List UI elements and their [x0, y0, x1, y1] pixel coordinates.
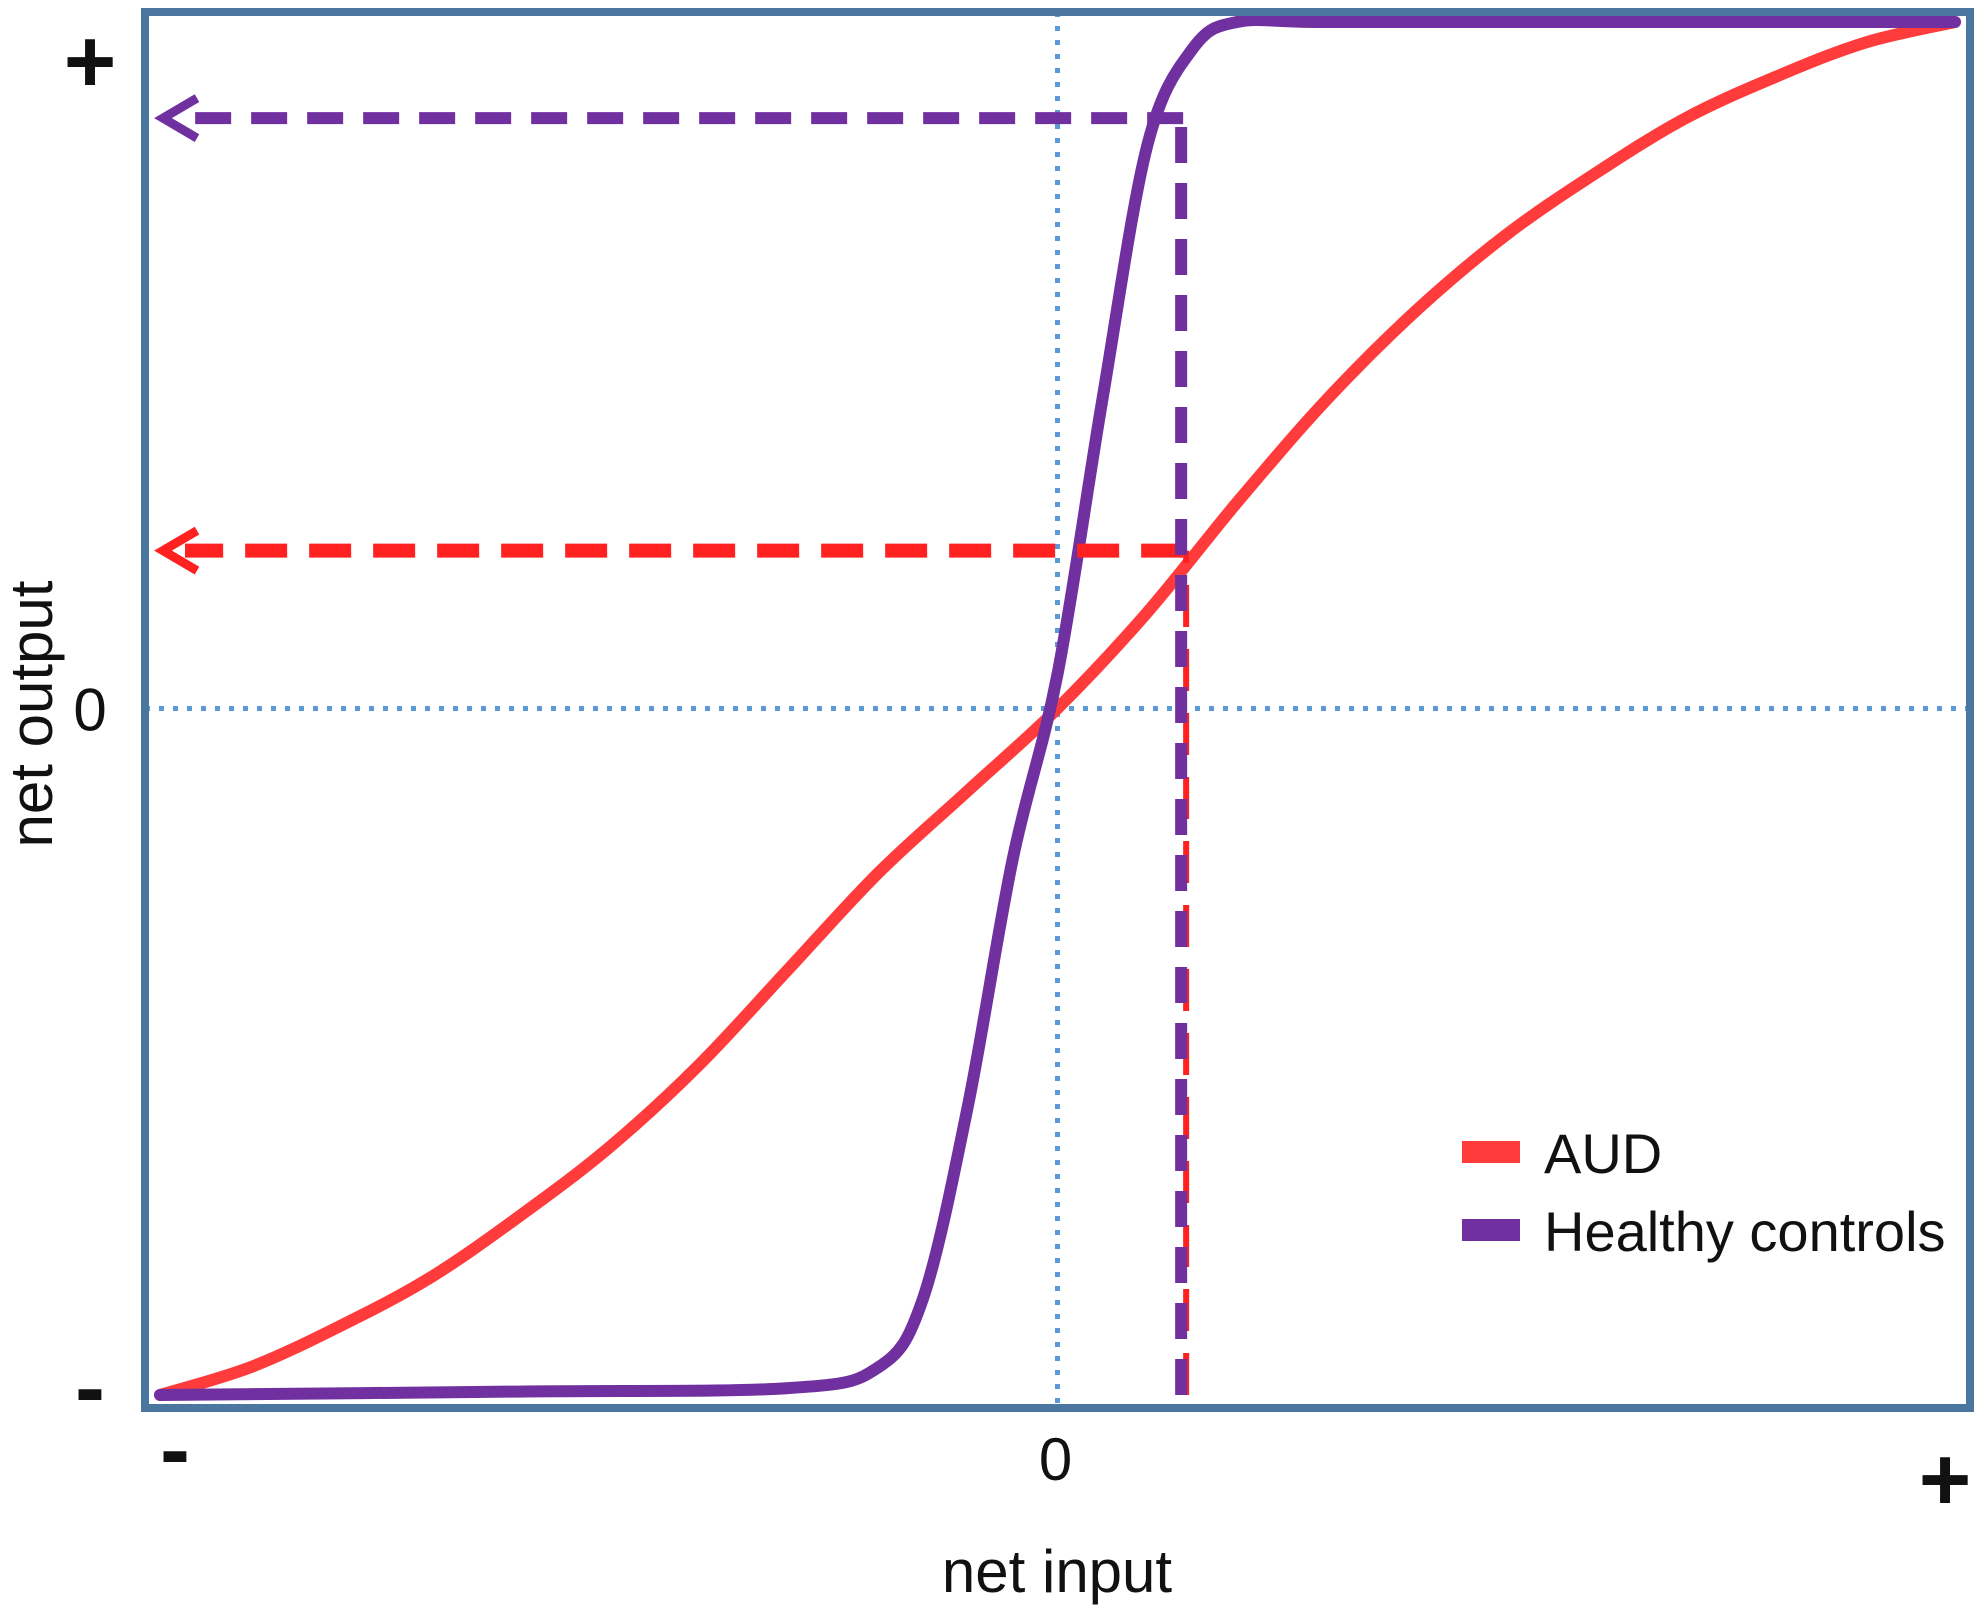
x-axis-label: net input — [942, 1538, 1173, 1605]
guide-arrowhead-healthy-controls — [154, 94, 200, 142]
legend-swatch-healthy-controls — [1462, 1219, 1520, 1241]
x-tick-labels: - 0 + — [160, 1400, 1971, 1530]
y-tick-label: 0 — [73, 677, 106, 744]
guide-lines — [154, 94, 1190, 1395]
x-tick-label: + — [1919, 1430, 1972, 1530]
y-axis-label: net output — [0, 580, 65, 847]
legend-swatch-aud — [1462, 1141, 1520, 1163]
x-tick-label: - — [160, 1400, 190, 1500]
y-tick-labels: - 0 + — [64, 12, 117, 1438]
series-layer — [154, 13, 1961, 1401]
x-tick-label: 0 — [1039, 1426, 1072, 1493]
y-tick-label: + — [64, 12, 117, 112]
legend: AUD Healthy controls — [1462, 1122, 1946, 1263]
plot-frame — [141, 8, 1974, 1412]
guide-arrowhead-aud — [154, 526, 200, 575]
legend-label-aud: AUD — [1544, 1122, 1662, 1185]
y-tick-label: - — [75, 1338, 105, 1438]
series-line-healthy-controls — [154, 13, 1961, 1401]
legend-label-healthy-controls: Healthy controls — [1544, 1200, 1946, 1263]
series-line-aud — [154, 16, 1961, 1401]
